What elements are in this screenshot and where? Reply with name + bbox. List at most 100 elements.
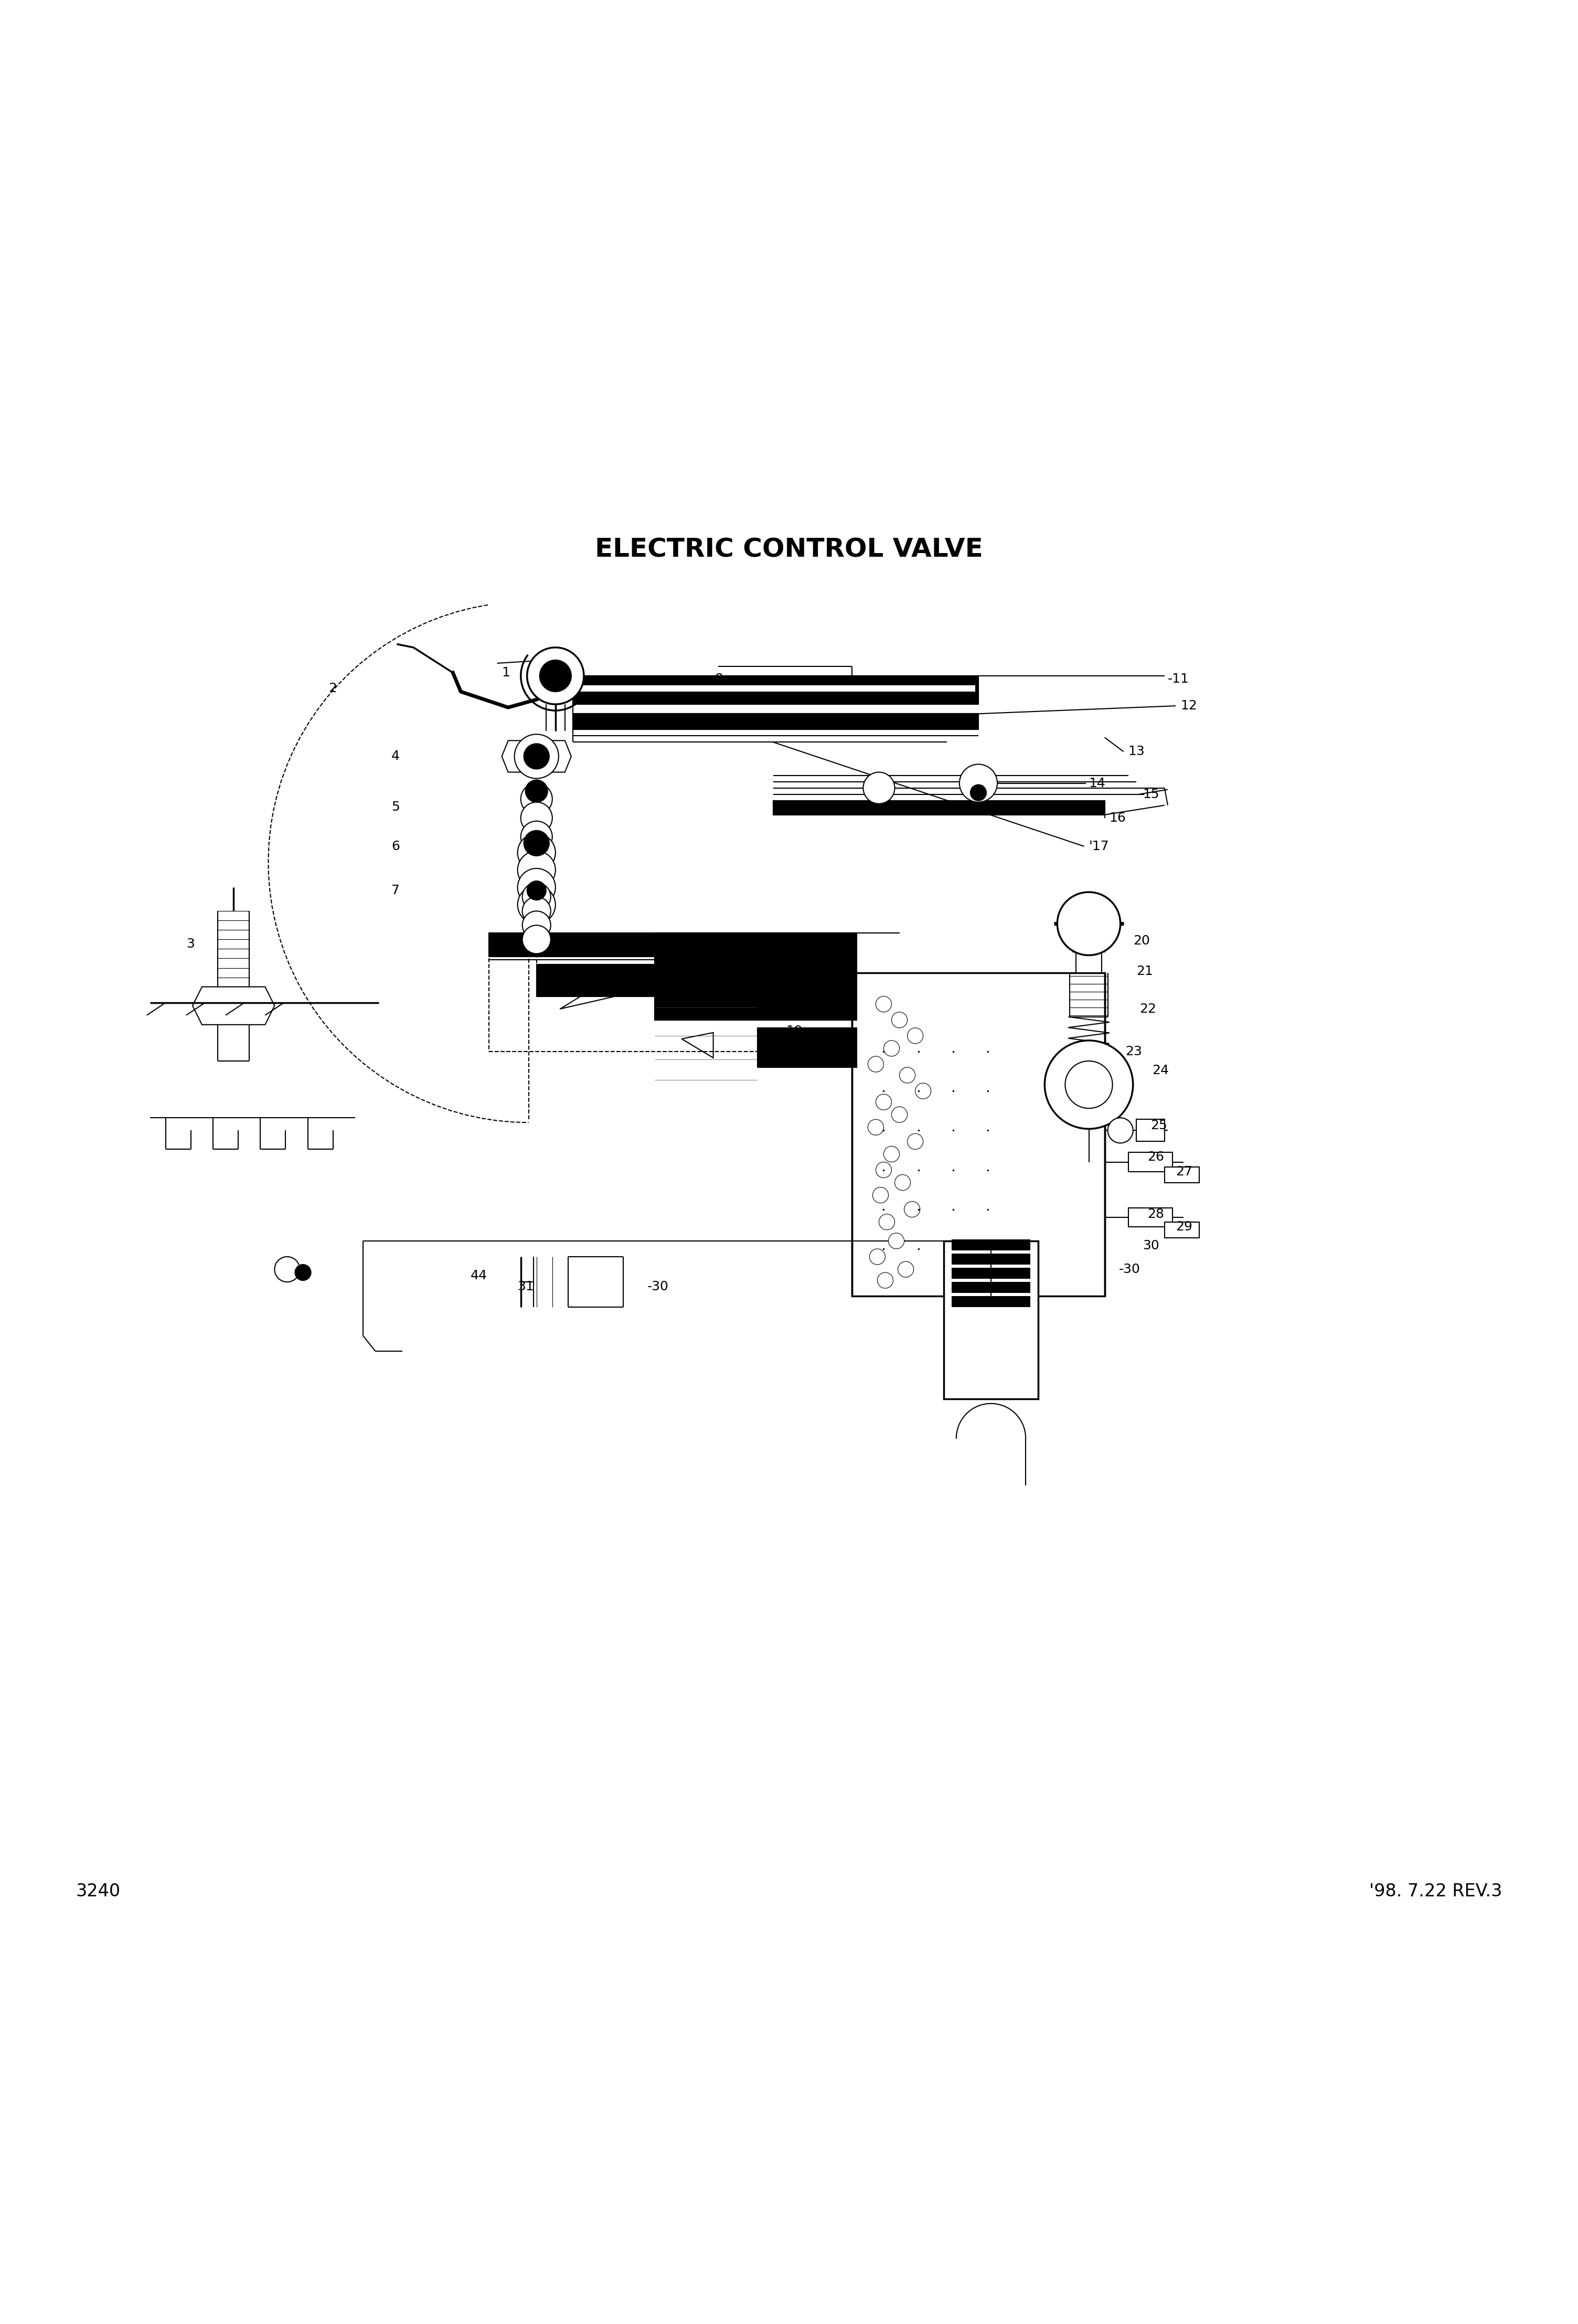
Text: -30: -30 [647, 1281, 669, 1292]
Circle shape [522, 883, 551, 911]
Circle shape [518, 885, 555, 923]
Text: 16: 16 [1109, 811, 1127, 825]
Circle shape [1045, 1041, 1133, 1129]
Circle shape [895, 1174, 911, 1190]
Circle shape [521, 802, 552, 834]
Bar [757, 1027, 857, 1067]
Circle shape [877, 1274, 893, 1287]
Circle shape [869, 1248, 885, 1264]
Text: 3240: 3240 [76, 1882, 120, 1899]
Circle shape [884, 1041, 899, 1055]
Circle shape [959, 765, 997, 802]
Bar [1165, 1167, 1199, 1183]
Circle shape [527, 648, 584, 704]
Text: -30: -30 [1119, 1262, 1141, 1276]
Text: ELECTRIC CONTROL VALVE: ELECTRIC CONTROL VALVE [595, 537, 983, 562]
Circle shape [524, 744, 549, 769]
Circle shape [522, 897, 551, 925]
Bar [952, 1239, 1030, 1250]
Bar [952, 1283, 1030, 1292]
Bar [576, 686, 975, 693]
Bar [1076, 953, 1101, 974]
Circle shape [899, 1067, 915, 1083]
Circle shape [876, 1162, 892, 1178]
Bar [655, 934, 857, 1020]
Text: 2: 2 [328, 683, 336, 695]
Bar [573, 713, 978, 730]
Text: 4: 4 [391, 751, 399, 762]
Circle shape [884, 1146, 899, 1162]
Circle shape [907, 1027, 923, 1043]
Text: 25: 25 [1150, 1120, 1168, 1132]
Circle shape [907, 1134, 923, 1150]
Bar [1128, 1153, 1172, 1171]
Circle shape [521, 839, 552, 872]
Circle shape [888, 1234, 904, 1248]
Circle shape [904, 1202, 920, 1218]
Bar [537, 964, 836, 997]
Bar [952, 1269, 1030, 1278]
Text: -11: -11 [1168, 672, 1190, 686]
Text: 13: 13 [1128, 746, 1146, 758]
Text: 24: 24 [1152, 1064, 1169, 1076]
Text: 15: 15 [1142, 788, 1160, 799]
Circle shape [275, 1257, 300, 1283]
Circle shape [518, 834, 555, 872]
Text: 6: 6 [391, 839, 399, 853]
Text: 19: 19 [786, 1025, 803, 1037]
Text: 12: 12 [1180, 700, 1198, 711]
Circle shape [518, 869, 555, 906]
Circle shape [524, 830, 549, 855]
Bar [952, 1297, 1030, 1306]
Text: 44: 44 [470, 1269, 488, 1283]
Text: 1: 1 [502, 667, 510, 679]
Polygon shape [682, 985, 713, 1011]
Text: 20: 20 [1133, 934, 1150, 948]
Circle shape [892, 1106, 907, 1122]
Text: 7: 7 [391, 883, 399, 897]
Circle shape [970, 786, 986, 799]
Circle shape [518, 851, 555, 890]
Circle shape [1065, 1062, 1112, 1109]
Circle shape [868, 1055, 884, 1071]
Bar [944, 1241, 1038, 1399]
Text: 30: 30 [1142, 1239, 1160, 1253]
Bar [852, 974, 1105, 1297]
Circle shape [521, 860, 552, 890]
Text: 22: 22 [1139, 1002, 1157, 1016]
Circle shape [879, 1213, 895, 1229]
Text: '98. 7.22 REV.3: '98. 7.22 REV.3 [1370, 1882, 1502, 1899]
Circle shape [876, 997, 892, 1011]
Circle shape [873, 1188, 888, 1204]
Bar [952, 1253, 1030, 1264]
Bar [1128, 1208, 1172, 1227]
Circle shape [525, 781, 548, 802]
Circle shape [1108, 1118, 1133, 1143]
Bar [1136, 1120, 1165, 1141]
Circle shape [540, 660, 571, 693]
Text: 14: 14 [1089, 776, 1106, 790]
Text: 28: 28 [1147, 1208, 1165, 1220]
Circle shape [514, 734, 559, 779]
Circle shape [1057, 892, 1120, 955]
Text: 21: 21 [1136, 964, 1154, 978]
Text: 26: 26 [1147, 1150, 1165, 1164]
Circle shape [521, 783, 552, 816]
Text: 18: 18 [726, 1006, 743, 1020]
Text: 8: 8 [715, 672, 723, 686]
Circle shape [915, 1083, 931, 1099]
Bar [1073, 923, 1105, 953]
Circle shape [295, 1264, 311, 1281]
Text: 27: 27 [1176, 1164, 1193, 1178]
Text: 23: 23 [1125, 1046, 1142, 1057]
Polygon shape [682, 1032, 713, 1057]
Text: 29: 29 [1176, 1220, 1193, 1234]
Circle shape [898, 1262, 914, 1278]
Circle shape [892, 1011, 907, 1027]
Bar [573, 676, 978, 704]
Text: 5: 5 [391, 799, 399, 813]
Circle shape [527, 881, 546, 899]
Bar [773, 799, 1105, 816]
Circle shape [522, 911, 551, 939]
Circle shape [521, 820, 552, 853]
